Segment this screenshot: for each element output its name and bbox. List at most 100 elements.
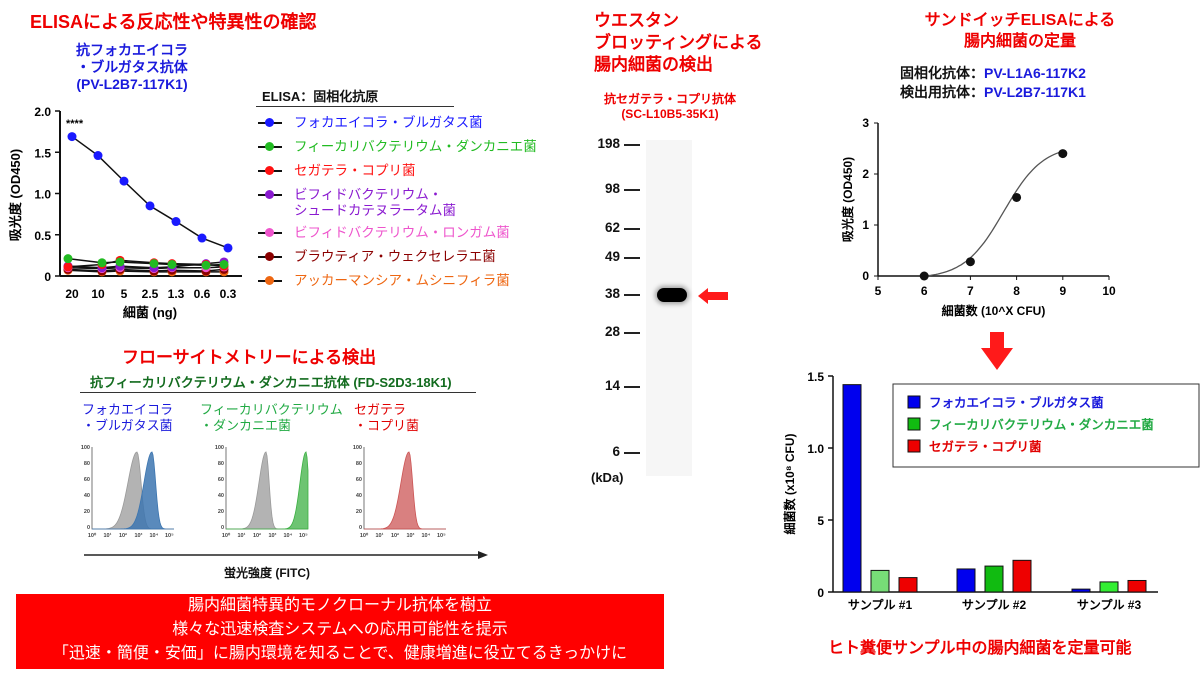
elisa-legend-item: アッカーマンシア・ムシニフィラ菌 [258,273,510,289]
histogram-y-tick: 0 [87,525,90,531]
x-tick-label: 2.5 [142,287,159,301]
x-tick-label: 9 [1059,284,1066,298]
elisa-legend-item: フィーカリバクテリウム・ダンカニエ菌 [258,139,537,155]
legend-label: フォカエイコラ・ブルガタス菌 [929,395,1104,410]
y-tick-label: 2.0 [34,105,51,119]
histogram-x-tick: 10² [119,532,127,539]
elisa-title: ELISAによる反応性や特異性の確認 [30,12,317,32]
histogram-y-tick: 20 [84,509,90,515]
western-antibody-name: 抗セガテラ・コプリ抗体 [603,92,736,106]
marker-tick [624,228,640,230]
bar [1127,579,1147,593]
histogram-x-tick: 10⁴ [421,533,430,539]
sandwich-title-line2: 腸内細菌の定量 [963,33,1076,50]
x-tick-label: 5 [875,284,882,298]
histogram-y-tick: 60 [84,477,90,483]
western-antibody-id: (SC-L10B5-35K1) [621,107,719,121]
histogram-y-tick: 80 [218,461,224,467]
y-axis-label: 吸光度 (OD450) [8,149,23,241]
summary-line2: 様々な迅速検査システムへの応用可能性を提示 [172,621,508,638]
legend-label: セガテラ・コプリ菌 [294,163,416,178]
histogram-curve [91,451,174,530]
flow-antibody: 抗フィーカリバクテリウム・ダンカニエ抗体 (FD-S2D3-18K1) [90,375,452,390]
legend-swatch-icon [907,439,921,453]
flow-panel-label: セガテラ ・コプリ菌 [354,402,419,434]
y-tick-label: 0 [44,270,51,284]
x-tick-label: 20 [65,287,79,301]
marker-label: 14 [604,378,620,393]
marker-label: 62 [604,220,620,235]
y-tick-label: 0 [862,269,869,283]
legend-label: アッカーマンシア・ムシニフィラ菌 [294,273,510,288]
data-point [201,260,211,270]
histogram-y-tick: 20 [356,509,362,515]
blot-band [657,288,687,302]
marker-tick [624,144,640,146]
histogram-x-tick: 10³ [134,532,142,539]
histogram-y-tick: 80 [84,461,90,467]
elisa-antibody-line1: 抗フォカエイコラ [76,42,188,58]
summary-line1: 腸内細菌特異的モノクローナル抗体を樹立 [187,597,492,614]
x-tick-label: 1.3 [168,287,185,301]
marker-tick [624,452,640,454]
data-point [145,201,155,211]
x-category-label: サンプル #1 [848,597,913,612]
elisa-legend-title: ELISA：固相化抗原 [262,89,379,104]
marker-label: 49 [604,249,620,264]
flow-panel-label-line2: ・ダンカニエ菌 [200,418,292,433]
elisa-line-chart: 2.0 1.5 1.0 0.5 0 20 10 5 2.5 1.3 0.6 0.3 細菌 (ng) 吸光度… [8,105,242,320]
detect-label: 検出用抗体： [900,84,984,100]
x-tick-label: 0.3 [220,287,237,301]
x-tick-label: 10 [91,287,105,301]
legend-marker-icon [258,187,282,201]
histogram-y-tick: 100 [353,445,362,451]
marker-label: 28 [604,324,620,339]
flow-divider [80,392,476,393]
histogram-x-tick: 10³ [268,532,276,539]
marker-label: 38 [604,286,620,301]
data-point [965,257,975,267]
capture-id: PV-L1A6-117K2 [984,65,1086,81]
histogram-x-tick: 10¹ [375,532,383,539]
histogram-x-tick: 10² [391,532,399,539]
y-axis-label: 吸光度 (OD450) [840,157,855,242]
legend-label: フィーカリバクテリウム・ダンカニエ菌 [294,139,537,154]
flow-title: フローサイトメトリーによる検出 [122,348,377,367]
data-point [171,217,181,227]
sandwich-antibodies: 固相化抗体：PV-L1A6-117K2 検出用抗体：PV-L2B7-117K1 [900,64,1086,102]
histogram-x-tick: 10¹ [103,532,111,539]
legend-label: セガテラ・コプリ菌 [929,439,1042,454]
legend-marker-icon [258,115,282,129]
marker-tick [624,257,640,259]
elisa-legend-item: フォカエイコラ・ブルガタス菌 [258,115,483,131]
marker-label: 98 [604,181,620,196]
y-tick-label: 0.5 [34,229,51,243]
data-point [67,132,77,142]
legend-label: ビフィドバクテリウム・ロンガム菌 [294,225,510,240]
histogram-x-tick: 10⁴ [283,533,292,539]
data-point [115,257,125,267]
bar [842,384,862,593]
y-tick-label: 5 [817,514,824,528]
legend-marker-icon [258,249,282,263]
bar [1099,581,1119,593]
histogram-curve [226,451,309,530]
data-point [119,176,129,186]
flow-panel-label-line1: セガテラ [354,402,407,417]
western-antibody: 抗セガテラ・コプリ抗体 (SC-L10B5-35K1) [590,92,750,122]
legend-marker-icon [258,139,282,153]
detect-id: PV-L2B7-117K1 [984,84,1086,100]
histogram-y-tick: 0 [221,525,224,531]
x-axis-label: 細菌 (ng) [123,305,177,320]
elisa-antibody-line2: ・ブルガタス抗体 [76,59,188,75]
data-point [919,271,929,281]
western-title-line1: ウエスタン [594,11,679,30]
flow-panel-label-line1: フィーカリバクテリウム [200,402,343,417]
summary-box: 腸内細菌特異的モノクローナル抗体を樹立 様々な迅速検査システムへの応用可能性を提… [16,594,664,669]
histogram-x-tick: 10¹ [237,532,245,539]
western-unit: (kDa) [591,470,624,485]
elisa-legend-item: ビフィドバクテリウム・ロンガム菌 [258,225,510,241]
histogram-x-tick: 10⁵ [437,533,446,539]
